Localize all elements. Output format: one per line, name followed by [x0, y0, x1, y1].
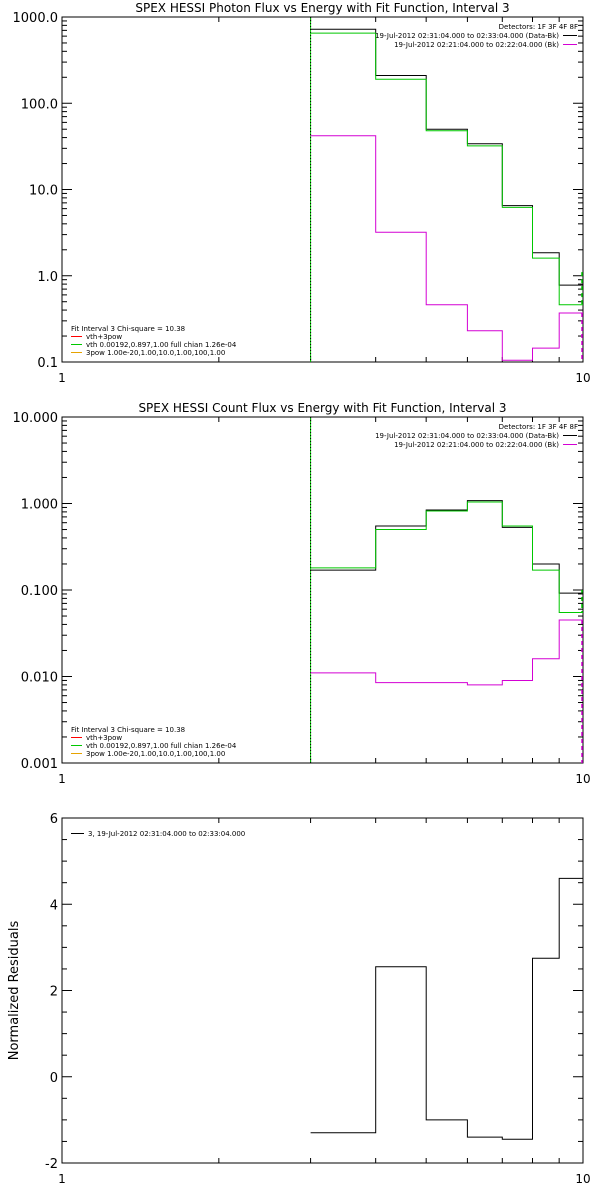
series-step-0 — [310, 500, 583, 594]
legend-header: Detectors: 1F 3F 4F 8F — [499, 423, 578, 431]
series-step-1 — [310, 501, 583, 613]
x-tick-label: 1 — [58, 772, 66, 786]
legend-entry-label: 19-Jul-2012 02:31:04.000 to 02:33:04.000… — [375, 432, 559, 440]
fit-legend-label: vth+3pow — [86, 734, 122, 742]
x-tick-label: 10 — [575, 1172, 590, 1186]
legend-entry-label: 19-Jul-2012 02:31:04.000 to 02:33:04.000… — [375, 32, 559, 40]
fit-legend-label: 3pow 1.00e-20,1.00,10.0,1.00,100,1.00 — [86, 349, 225, 357]
fit-legend-label: vth 0.00192,0.897,1.00 full chian 1.26e-… — [86, 341, 237, 349]
fit-legend-header: Fit Interval 3 Chi-square = 10.38 — [71, 726, 185, 734]
y-axis-label: Normalized Residuals — [7, 921, 22, 1061]
y-tick-label: 1.000 — [21, 498, 58, 513]
y-tick-label: 0.001 — [21, 757, 58, 772]
y-tick-label: 1.0 — [37, 270, 58, 285]
count-flux-panel: SPEX HESSI Count Flux vs Energy with Fit… — [13, 401, 591, 786]
series-step-2 — [310, 135, 583, 361]
y-tick-label: 0.1 — [37, 356, 58, 371]
x-tick-label: 1 — [58, 1172, 66, 1186]
series-step-2 — [310, 619, 583, 686]
y-tick-label: 0.010 — [21, 671, 58, 686]
fit-legend-header: Fit Interval 3 Chi-square = 10.38 — [71, 325, 185, 333]
y-tick-label: 1000.0 — [13, 11, 59, 26]
fit-legend-label: vth 0.00192,0.897,1.00 full chian 1.26e-… — [86, 742, 237, 750]
x-tick-label: 10 — [575, 772, 590, 786]
fit-legend-label: 3pow 1.00e-20,1.00,10.0,1.00,100,1.00 — [86, 750, 225, 758]
chart-title: SPEX HESSI Count Flux vs Energy with Fit… — [138, 401, 506, 415]
series-step-0 — [310, 28, 583, 286]
photon-flux-panel: SPEX HESSI Photon Flux vs Energy with Fi… — [13, 1, 591, 385]
y-tick-label: 4 — [50, 898, 58, 913]
legend-entry-label: 19-Jul-2012 02:21:04.000 to 02:22:04.000… — [394, 441, 559, 449]
series-step-0 — [310, 877, 583, 1140]
y-tick-label: 0.100 — [21, 584, 58, 599]
y-tick-label: 2 — [50, 985, 58, 1000]
series-step-1 — [310, 32, 583, 306]
y-tick-label: -2 — [45, 1157, 58, 1172]
residual-legend-label: 3, 19-Jul-2012 02:31:04.000 to 02:33:04.… — [88, 830, 245, 838]
x-tick-label: 10 — [575, 371, 590, 385]
legend-header: Detectors: 1F 3F 4F 8F — [499, 23, 578, 31]
y-tick-label: 10.0 — [29, 184, 58, 199]
y-tick-label: 6 — [50, 812, 58, 827]
residuals-panel: 1 10 -2 0 2 4 6 Normalized Residuals 3, 19-Jul-2… — [7, 812, 591, 1186]
y-tick-label: 10.000 — [13, 411, 59, 426]
x-tick-label: 1 — [58, 371, 66, 385]
chart-title: SPEX HESSI Photon Flux vs Energy with Fi… — [135, 1, 509, 15]
fit-legend-label: vth+3pow — [86, 333, 122, 341]
y-tick-label: 0 — [50, 1071, 58, 1086]
y-tick-label: 100.0 — [21, 97, 58, 112]
legend-entry-label: 19-Jul-2012 02:21:04.000 to 02:22:04.000… — [394, 41, 559, 49]
